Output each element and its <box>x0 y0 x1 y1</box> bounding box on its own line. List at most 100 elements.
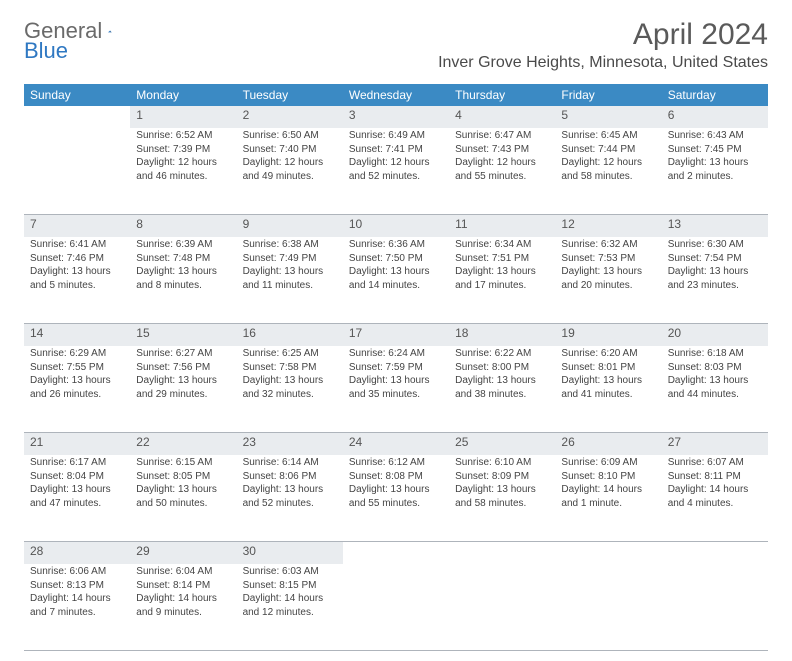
sunrise-text: Sunrise: 6:30 AM <box>668 239 762 252</box>
sunset-text: Sunset: 7:43 PM <box>455 144 549 157</box>
daylight-text-1: Daylight: 13 hours <box>561 375 655 388</box>
sunset-text: Sunset: 7:55 PM <box>30 362 124 375</box>
day-cell-body: Sunrise: 6:43 AMSunset: 7:45 PMDaylight:… <box>662 128 768 188</box>
sunset-text: Sunset: 7:46 PM <box>30 253 124 266</box>
day-cell: Sunrise: 6:34 AMSunset: 7:51 PMDaylight:… <box>449 237 555 324</box>
day-number-cell: 17 <box>343 324 449 347</box>
daylight-text-1: Daylight: 12 hours <box>243 157 337 170</box>
day-number-cell: 24 <box>343 433 449 456</box>
day-cell: Sunrise: 6:29 AMSunset: 7:55 PMDaylight:… <box>24 346 130 433</box>
day-cell-body: Sunrise: 6:45 AMSunset: 7:44 PMDaylight:… <box>555 128 661 188</box>
daylight-text-2: and 26 minutes. <box>30 389 124 402</box>
daylight-text-1: Daylight: 12 hours <box>136 157 230 170</box>
calendar-body: 123456Sunrise: 6:52 AMSunset: 7:39 PMDay… <box>24 106 768 651</box>
sunrise-text: Sunrise: 6:10 AM <box>455 457 549 470</box>
day-cell: Sunrise: 6:52 AMSunset: 7:39 PMDaylight:… <box>130 128 236 215</box>
calendar-table: Sunday Monday Tuesday Wednesday Thursday… <box>24 84 768 651</box>
day-number-cell: 14 <box>24 324 130 347</box>
daylight-text-1: Daylight: 14 hours <box>30 593 124 606</box>
day-cell-body: Sunrise: 6:52 AMSunset: 7:39 PMDaylight:… <box>130 128 236 188</box>
daylight-text-1: Daylight: 13 hours <box>243 484 337 497</box>
daylight-text-1: Daylight: 13 hours <box>668 375 762 388</box>
day-cell: Sunrise: 6:18 AMSunset: 8:03 PMDaylight:… <box>662 346 768 433</box>
sunrise-text: Sunrise: 6:25 AM <box>243 348 337 361</box>
day-number-row: 78910111213 <box>24 215 768 238</box>
day-cell: Sunrise: 6:38 AMSunset: 7:49 PMDaylight:… <box>237 237 343 324</box>
day-number-cell: 15 <box>130 324 236 347</box>
daylight-text-2: and 55 minutes. <box>349 498 443 511</box>
day-cell-body: Sunrise: 6:14 AMSunset: 8:06 PMDaylight:… <box>237 455 343 515</box>
week-row: Sunrise: 6:17 AMSunset: 8:04 PM Daylight:… <box>24 455 768 542</box>
daylight-text-2: and 5 minutes. <box>30 280 124 293</box>
day-cell: Sunrise: 6:27 AMSunset: 7:56 PMDaylight:… <box>130 346 236 433</box>
day-cell: Sunrise: 6:49 AMSunset: 7:41 PMDaylight:… <box>343 128 449 215</box>
day-cell: Sunrise: 6:32 AMSunset: 7:53 PMDaylight:… <box>555 237 661 324</box>
day-cell: Sunrise: 6:07 AMSunset: 8:11 PMDaylight:… <box>662 455 768 542</box>
day-cell: Sunrise: 6:45 AMSunset: 7:44 PMDaylight:… <box>555 128 661 215</box>
sunset-text: Sunset: 8:08 PM <box>349 471 443 484</box>
day-number-cell: 30 <box>237 542 343 565</box>
day-cell: Sunrise: 6:50 AMSunset: 7:40 PMDaylight:… <box>237 128 343 215</box>
sunrise-text: Sunrise: 6:39 AM <box>136 239 230 252</box>
daylight-text-2: and 4 minutes. <box>668 498 762 511</box>
sunrise-text: Sunrise: 6:14 AM <box>243 457 337 470</box>
sunrise-text: Sunrise: 6:04 AM <box>136 566 230 579</box>
weekday-header: Sunday <box>24 84 130 106</box>
day-cell-body: Sunrise: 6:15 AMSunset: 8:05 PMDaylight:… <box>130 455 236 515</box>
day-number-cell: 18 <box>449 324 555 347</box>
day-cell-body: Sunrise: 6:20 AMSunset: 8:01 PMDaylight:… <box>555 346 661 406</box>
day-cell-body: Sunrise: 6:39 AMSunset: 7:48 PMDaylight:… <box>130 237 236 297</box>
day-number-cell <box>555 542 661 565</box>
day-cell-body: Sunrise: 6:29 AMSunset: 7:55 PMDaylight:… <box>24 346 130 406</box>
day-number-row: 282930 <box>24 542 768 565</box>
sunrise-text: Sunrise: 6:50 AM <box>243 130 337 143</box>
day-cell: Sunrise: 6:47 AMSunset: 7:43 PMDaylight:… <box>449 128 555 215</box>
day-cell-body: Sunrise: 6:50 AMSunset: 7:40 PMDaylight:… <box>237 128 343 188</box>
sunset-text: Sunset: 8:15 PM <box>243 580 337 593</box>
daylight-text-2: and 23 minutes. <box>668 280 762 293</box>
sunset-text: Sunset: 8:01 PM <box>561 362 655 375</box>
day-number-cell: 22 <box>130 433 236 456</box>
day-cell: Sunrise: 6:15 AMSunset: 8:05 PMDaylight:… <box>130 455 236 542</box>
sunrise-text: Sunrise: 6:18 AM <box>668 348 762 361</box>
sunrise-text: Sunrise: 6:12 AM <box>349 457 443 470</box>
day-number-cell: 1 <box>130 106 236 128</box>
day-cell: Sunrise: 6:24 AMSunset: 7:59 PMDaylight:… <box>343 346 449 433</box>
sunset-text: Sunset: 7:39 PM <box>136 144 230 157</box>
sunrise-text: Sunrise: 6:32 AM <box>561 239 655 252</box>
sunset-text: Sunset: 8:09 PM <box>455 471 549 484</box>
day-number-cell: 27 <box>662 433 768 456</box>
day-number-cell: 21 <box>24 433 130 456</box>
day-cell <box>343 564 449 651</box>
day-cell-body: Sunrise: 6:47 AMSunset: 7:43 PMDaylight:… <box>449 128 555 188</box>
day-cell-body: Sunrise: 6:24 AMSunset: 7:59 PMDaylight:… <box>343 346 449 406</box>
daylight-text-1: Daylight: 13 hours <box>30 266 124 279</box>
day-cell <box>662 564 768 651</box>
daylight-text-2: and 58 minutes. <box>455 498 549 511</box>
daylight-text-1: Daylight: 13 hours <box>668 157 762 170</box>
day-cell: Sunrise: 6:17 AMSunset: 8:04 PMDaylight:… <box>24 455 130 542</box>
day-cell: Sunrise: 6:41 AMSunset: 7:46 PMDaylight:… <box>24 237 130 324</box>
day-cell-body: Sunrise: 6:30 AMSunset: 7:54 PMDaylight:… <box>662 237 768 297</box>
daylight-text-2: and 50 minutes. <box>136 498 230 511</box>
sunset-text: Sunset: 7:40 PM <box>243 144 337 157</box>
day-cell-body: Sunrise: 6:32 AMSunset: 7:53 PMDaylight:… <box>555 237 661 297</box>
sunset-text: Sunset: 8:04 PM <box>30 471 124 484</box>
sunrise-text: Sunrise: 6:29 AM <box>30 348 124 361</box>
sunrise-text: Sunrise: 6:17 AM <box>30 457 124 470</box>
daylight-text-2: and 11 minutes. <box>243 280 337 293</box>
sunset-text: Sunset: 8:11 PM <box>668 471 762 484</box>
sunrise-text: Sunrise: 6:34 AM <box>455 239 549 252</box>
day-number-cell: 3 <box>343 106 449 128</box>
day-number-cell: 28 <box>24 542 130 565</box>
daylight-text-1: Daylight: 13 hours <box>455 266 549 279</box>
sunset-text: Sunset: 8:10 PM <box>561 471 655 484</box>
daylight-text-1: Daylight: 13 hours <box>136 266 230 279</box>
sunset-text: Sunset: 7:54 PM <box>668 253 762 266</box>
day-number-cell: 12 <box>555 215 661 238</box>
daylight-text-1: Daylight: 14 hours <box>668 484 762 497</box>
week-row: Sunrise: 6:52 AMSunset: 7:39 PMDaylight:… <box>24 128 768 215</box>
day-cell: Sunrise: 6:39 AMSunset: 7:48 PMDaylight:… <box>130 237 236 324</box>
weekday-header: Monday <box>130 84 236 106</box>
day-number-cell: 29 <box>130 542 236 565</box>
